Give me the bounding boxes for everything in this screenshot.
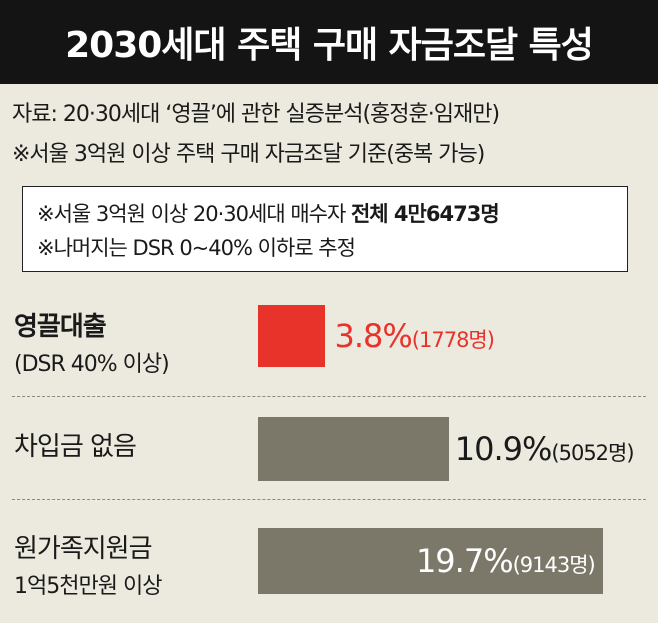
total-buyers-prefix: ※서울 3억원 이상 20·30세대 매수자: [37, 202, 351, 226]
count-label-1: (5052명): [551, 441, 634, 465]
bar-0: [258, 305, 325, 367]
info-box: ※서울 3억원 이상 20·30세대 매수자 전체 4만6473명 ※나머지는 …: [22, 186, 628, 272]
chart-title: 2030세대 주택 구매 자금조달 특성: [0, 0, 658, 84]
data-label-0: 3.8%(1778명): [334, 316, 495, 362]
row-divider: [12, 499, 646, 500]
criteria-note: ※서울 3억원 이상 주택 구매 자금조달 기준(중복 가능): [12, 142, 485, 167]
data-label-1: 10.9%(5052명): [454, 429, 635, 475]
category-sublabel-2: 1억5천만원 이상: [14, 574, 162, 599]
category-sublabel-0: (DSR 40% 이상): [14, 352, 170, 377]
category-label-2: 원가족지원금: [14, 534, 153, 564]
count-label-2: (9143명): [512, 553, 596, 577]
category-label-1: 차입금 없음: [14, 432, 137, 462]
source-note: 자료: 20·30세대 ‘영끌’에 관한 실증분석(홍정훈·임재만): [12, 102, 500, 127]
bar-2: [258, 528, 603, 594]
total-buyers-count: 전체 4만6473명: [350, 202, 500, 226]
remainder-note: ※나머지는 DSR 0~40% 이하로 추정: [37, 236, 356, 260]
bar-1: [258, 417, 449, 481]
row-divider: [12, 396, 646, 397]
value-label-1: 10.9%: [454, 430, 553, 468]
value-label-0: 3.8%: [334, 317, 413, 355]
data-label-2: 19.7%(9143명): [415, 541, 596, 587]
value-label-2: 19.7%: [415, 542, 514, 580]
total-buyers-note: ※서울 3억원 이상 20·30세대 매수자 전체 4만6473명: [37, 197, 615, 231]
count-label-0: (1778명): [411, 328, 495, 352]
category-label-0: 영끌대출: [14, 312, 107, 342]
